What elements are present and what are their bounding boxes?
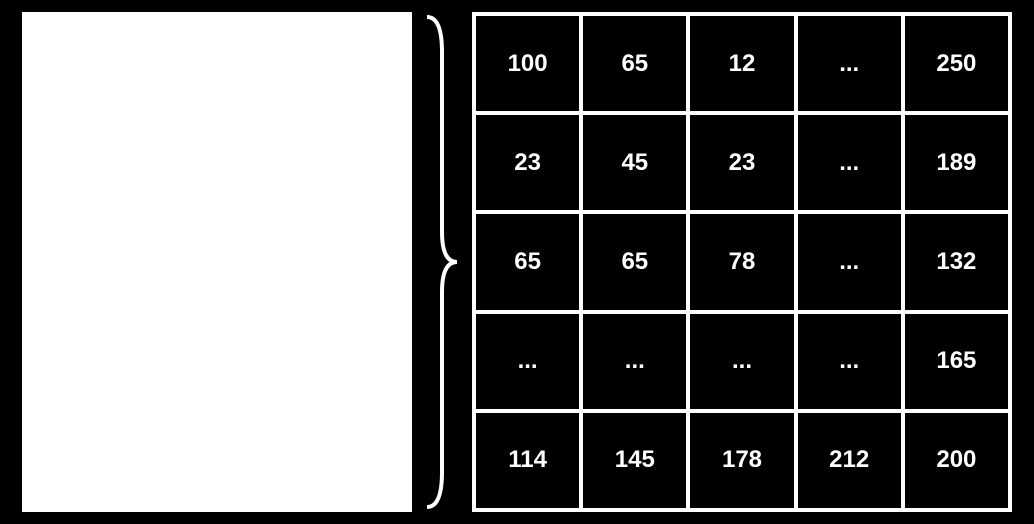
brace-wrapper — [412, 12, 472, 512]
matrix-cell: 23 — [474, 113, 581, 212]
matrix-cell: 132 — [903, 212, 1010, 311]
matrix-cell: 12 — [688, 14, 795, 113]
matrix-cell: 45 — [581, 113, 688, 212]
matrix-cell: 65 — [581, 212, 688, 311]
matrix-cell: ... — [796, 113, 903, 212]
matrix-cell: 65 — [581, 14, 688, 113]
image-placeholder-box — [22, 12, 412, 512]
matrix-cell: ... — [474, 312, 581, 411]
matrix-cell: ... — [581, 312, 688, 411]
matrix-cell: 114 — [474, 411, 581, 510]
diagram-container: 100 65 12 ... 250 23 45 23 ... 189 65 65… — [22, 12, 1012, 512]
matrix-cell: 100 — [474, 14, 581, 113]
matrix-cell: 212 — [796, 411, 903, 510]
matrix-cell: 178 — [688, 411, 795, 510]
matrix-cell: ... — [796, 14, 903, 113]
matrix-cell: ... — [688, 312, 795, 411]
matrix-cell: 189 — [903, 113, 1010, 212]
matrix-cell: 165 — [903, 312, 1010, 411]
pixel-matrix: 100 65 12 ... 250 23 45 23 ... 189 65 65… — [472, 12, 1012, 512]
matrix-cell: 23 — [688, 113, 795, 212]
matrix-cell: 145 — [581, 411, 688, 510]
matrix-cell: ... — [796, 312, 903, 411]
matrix-cell: 78 — [688, 212, 795, 311]
matrix-cell: ... — [796, 212, 903, 311]
right-brace-icon — [422, 12, 462, 512]
matrix-cell: 200 — [903, 411, 1010, 510]
matrix-cell: 250 — [903, 14, 1010, 113]
matrix-cell: 65 — [474, 212, 581, 311]
